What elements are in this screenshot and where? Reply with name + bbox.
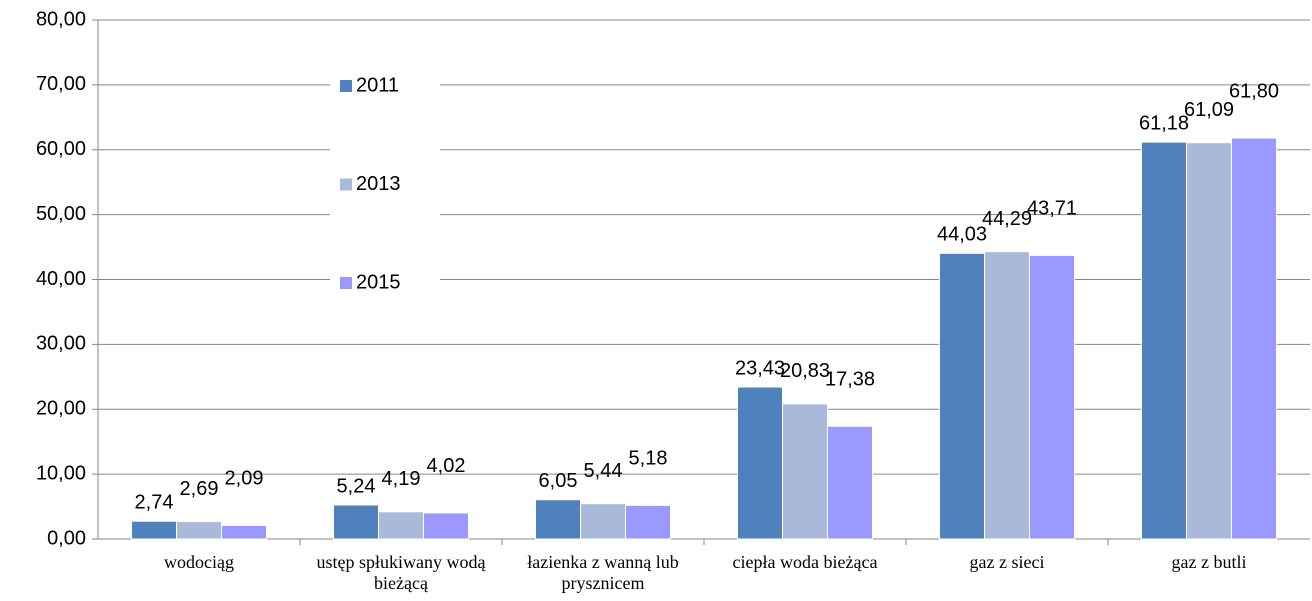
data-label: 23,43 xyxy=(735,357,785,379)
legend-swatch xyxy=(340,277,352,289)
data-label: 17,38 xyxy=(825,369,875,391)
y-tick-label: 20,00 xyxy=(36,398,86,420)
y-tick-label: 10,00 xyxy=(36,462,86,484)
y-tick-label: 60,00 xyxy=(36,138,86,160)
data-label: 61,18 xyxy=(1139,112,1189,134)
x-tick-label: ustęp spłukiwany wodą bieżącą xyxy=(316,552,486,593)
bar xyxy=(535,499,581,540)
data-label: 61,80 xyxy=(1229,80,1279,102)
bar xyxy=(827,425,873,540)
data-label: 44,29 xyxy=(982,208,1032,230)
bar xyxy=(378,511,424,540)
bar xyxy=(1029,254,1075,540)
data-label: 20,83 xyxy=(780,360,830,382)
y-tick-label: 30,00 xyxy=(36,333,86,355)
data-label: 2,09 xyxy=(225,468,264,490)
y-tick-label: 70,00 xyxy=(36,73,86,95)
bar xyxy=(176,521,222,540)
data-label: 2,74 xyxy=(135,492,174,514)
data-label: 44,03 xyxy=(937,224,987,246)
data-label: 4,19 xyxy=(382,468,421,490)
x-tick-label: ciepła woda bieżąca xyxy=(732,552,878,572)
legend-swatch xyxy=(340,178,352,191)
data-label: 4,02 xyxy=(427,455,466,477)
x-tick-label: łazienka z wanną lub prysznicem xyxy=(527,552,679,593)
x-tick-label: wodociąg xyxy=(164,552,234,572)
bar xyxy=(221,524,267,540)
legend-label: 2011 xyxy=(356,74,399,96)
y-tick-label: 0,00 xyxy=(47,527,86,549)
data-label: 2,69 xyxy=(180,478,219,500)
bar xyxy=(423,512,469,540)
data-label: 6,05 xyxy=(539,470,578,492)
y-tick-label: 50,00 xyxy=(36,203,86,225)
data-label: 61,09 xyxy=(1184,99,1234,121)
data-label: 5,18 xyxy=(629,448,668,470)
bar xyxy=(625,504,671,540)
data-label: 43,71 xyxy=(1027,198,1077,220)
bar xyxy=(1186,142,1232,540)
bar xyxy=(1231,137,1277,540)
legend-label: 2015 xyxy=(356,271,401,293)
x-tick-label: gaz z butli xyxy=(1171,552,1247,572)
bar xyxy=(333,504,379,540)
legend-swatch xyxy=(340,80,352,92)
y-tick-label: 80,00 xyxy=(36,8,86,30)
data-label: 5,44 xyxy=(584,460,623,482)
data-label: 5,24 xyxy=(337,475,376,497)
bar xyxy=(984,251,1030,540)
y-tick-label: 40,00 xyxy=(36,268,86,290)
bar xyxy=(782,403,828,540)
bar xyxy=(1141,141,1187,540)
legend-label: 2013 xyxy=(356,173,401,195)
bar xyxy=(580,503,626,540)
bar xyxy=(131,520,177,540)
bar xyxy=(939,252,985,540)
x-tick-label: gaz z sieci xyxy=(969,552,1045,572)
bar xyxy=(737,386,783,540)
